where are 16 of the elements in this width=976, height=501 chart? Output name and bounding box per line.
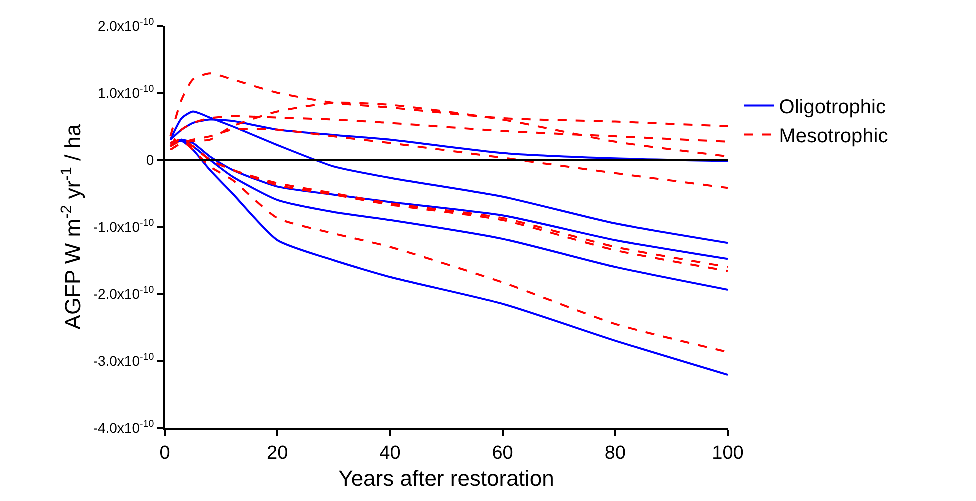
y-tick-label: -4.0x10$^{-10}$ — [93, 419, 155, 436]
y-tick-label: 1.0x10$^{-10}$ — [98, 84, 155, 101]
y-tick-label: 0 — [146, 152, 154, 168]
x-tick-label: 0 — [160, 442, 170, 464]
x-tick-label: 100 — [712, 442, 744, 464]
y-tick-label: -2.0x10$^{-10}$ — [93, 285, 155, 302]
x-tick-label: 20 — [267, 442, 288, 464]
x-tick-label: 40 — [380, 442, 401, 464]
x-tick-label: 80 — [604, 442, 626, 464]
x-tick-label: 60 — [492, 442, 514, 464]
legend-label: Oligotrophic — [779, 96, 886, 119]
x-axis-title: Years after restoration — [338, 466, 554, 492]
legend-label: Mesotrophic — [779, 126, 888, 148]
y-tick-label: -3.0x10$^{-10}$ — [93, 352, 155, 369]
y-tick-label: -1.0x10$^{-10}$ — [93, 218, 155, 235]
y-tick-label: 2.0x10$^{-10}$ — [98, 17, 155, 34]
